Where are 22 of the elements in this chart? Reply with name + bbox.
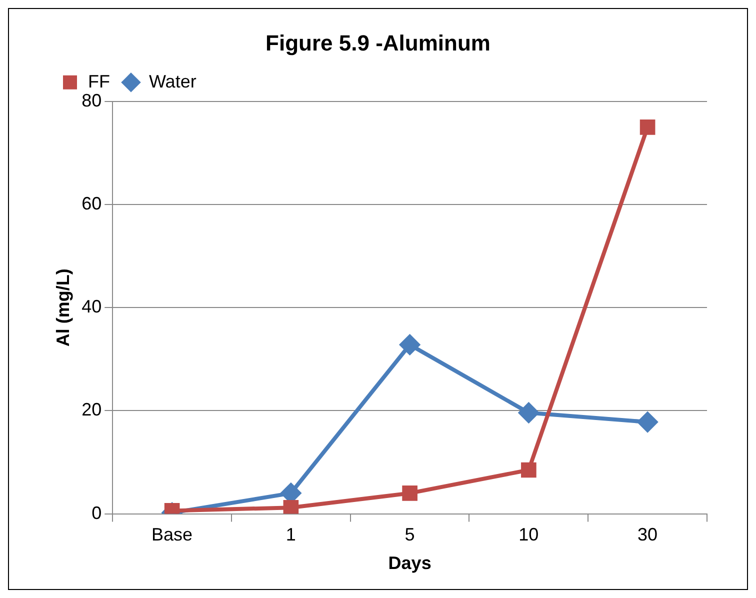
x-tick-label: 1 [286, 524, 296, 545]
point [518, 402, 539, 423]
point [402, 486, 418, 501]
y-tick-label: 80 [82, 90, 102, 110]
point [640, 120, 656, 135]
point [521, 462, 536, 478]
legend-label: FF [88, 71, 110, 92]
y-tick-label: 20 [82, 400, 102, 420]
chart-title: Figure 5.9 -Aluminum [266, 30, 490, 56]
y-axis-title: Al (mg/L) [52, 268, 73, 347]
x-tick-label: 10 [518, 524, 539, 545]
x-tick-label: 30 [638, 524, 658, 545]
point [400, 334, 420, 355]
point [283, 500, 299, 514]
legend-label: Water [148, 71, 196, 92]
y-tick-label: 40 [82, 296, 102, 317]
x-axis-title: Days [388, 553, 432, 574]
y-tick-label: 60 [82, 193, 102, 214]
y-tick-label: 0 [92, 502, 102, 523]
x-tick-label: Base [152, 524, 193, 545]
point [638, 412, 658, 432]
x-tick-label: 5 [404, 524, 415, 545]
